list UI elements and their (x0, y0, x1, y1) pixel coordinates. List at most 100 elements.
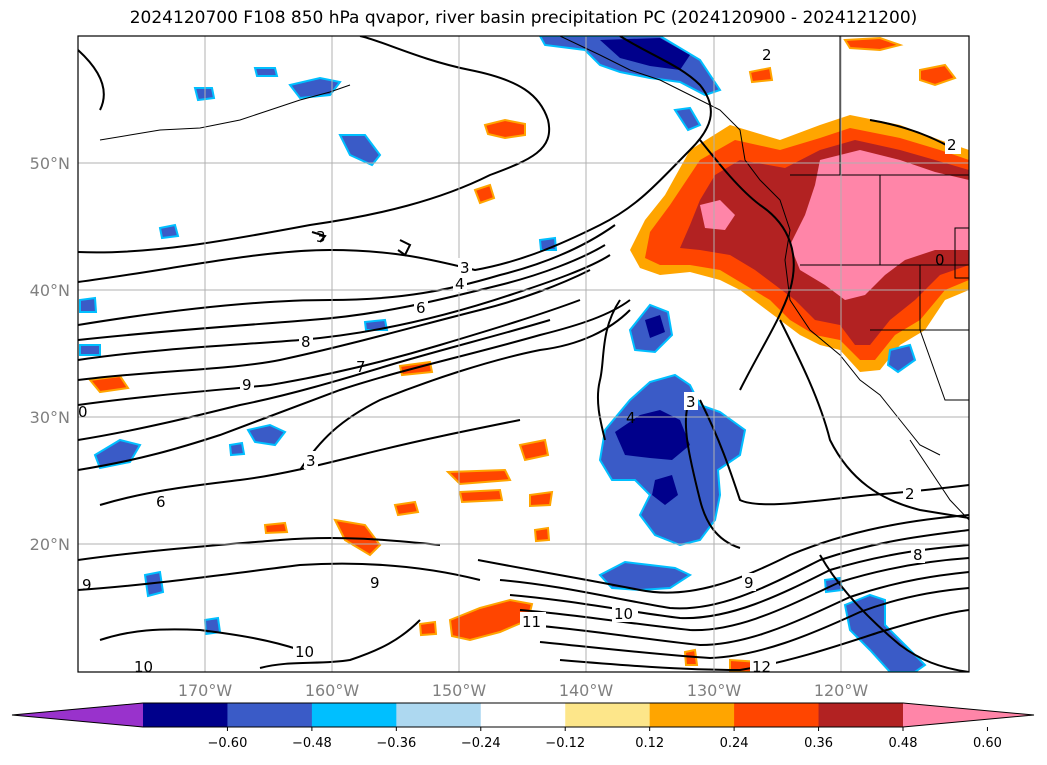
contour-line (499, 529, 969, 610)
map-title: 2024120700 F108 850 hPa qvapor, river ba… (129, 8, 918, 28)
colorbar-segment (480, 703, 566, 727)
colorbar-tick-label: −0.60 (208, 736, 248, 751)
precip-negative-core (645, 315, 665, 338)
colorbar-segment (143, 703, 228, 727)
contour-line (78, 299, 631, 471)
colorbar-tick-label: −0.48 (292, 736, 332, 751)
contour-label: 9 (370, 574, 380, 592)
lon-label: 170°W (178, 681, 233, 700)
contour-line (819, 554, 969, 672)
map-content: 2 2 3 3 4 6 8 7 9 0 3 6 3 2 4 8 (78, 36, 969, 676)
lat-label: 20°N (30, 535, 70, 554)
contour-label: 9 (744, 574, 754, 592)
lon-label: 160°W (305, 681, 360, 700)
contour-label: 3 (306, 452, 316, 470)
precip-positive-patch (919, 63, 957, 87)
contour-line (299, 309, 631, 471)
contour-line (78, 254, 611, 361)
contour-label: 11 (522, 613, 541, 631)
contour-line (78, 269, 591, 381)
contour-line (78, 536, 441, 561)
colorbar-tick-label: −0.24 (461, 736, 501, 751)
colorbar-tick-label: 0.48 (889, 736, 918, 751)
colorbar-tick-label: 0.24 (720, 736, 749, 751)
precip-negative-region (673, 106, 702, 132)
contour-line (78, 49, 105, 111)
coastline-baja (909, 439, 969, 521)
precip-negative-region (79, 344, 101, 356)
contour-line (259, 619, 421, 669)
contour-line (477, 514, 969, 594)
contour-label: 10 (614, 605, 633, 623)
colorbar-tick-label: 0.60 (973, 736, 1002, 751)
contour-label: 2 (905, 485, 915, 503)
lat-label: 50°N (30, 154, 70, 173)
lat-label: 30°N (30, 408, 70, 427)
lon-label: 120°W (814, 681, 869, 700)
colorbar-outline (11, 702, 1035, 728)
contour-line (311, 231, 327, 243)
colorbar-segment (311, 703, 397, 727)
precip-positive-patch (483, 118, 526, 140)
contour-label: 9 (82, 576, 92, 594)
lat-label: 40°N (30, 281, 70, 300)
contour-label: 3 (460, 259, 470, 277)
colorbar-tick-label: 0.12 (635, 736, 664, 751)
precip-positive-patch (748, 66, 774, 84)
precip-positive-patch (843, 36, 904, 52)
precip-negative-region (253, 67, 279, 77)
contour-label: 12 (752, 658, 771, 676)
colorbar-segment (565, 703, 651, 727)
colorbar-segment (734, 703, 820, 727)
contour-line (78, 299, 581, 406)
contour-line (78, 244, 606, 341)
colorbar: −0.60 −0.48 −0.36 −0.24 −0.12 0.12 0.24 0.36 0.4… (11, 702, 1035, 751)
precip-positive-patch (445, 468, 512, 486)
contour-label: 10 (134, 658, 153, 676)
precip-negative-region (158, 223, 180, 240)
contour-label: 2 (762, 46, 772, 64)
state-border (870, 329, 969, 401)
colorbar-extend-min (12, 703, 143, 727)
contour-line (78, 562, 481, 591)
precip-negative-region (228, 441, 246, 457)
colorbar-segment (818, 703, 904, 727)
precip-negative-core (615, 410, 690, 460)
precip-positive-patch (418, 620, 438, 637)
precip-positive-patch (533, 526, 551, 543)
colorbar-segment (396, 703, 482, 727)
contour-label: 0 (935, 251, 945, 269)
precip-positive-patch (458, 488, 504, 504)
contour-line (519, 557, 969, 632)
precip-negative-region (598, 560, 693, 592)
lon-label: 130°W (687, 681, 742, 700)
contour-label: 3 (316, 228, 326, 246)
contour-line (99, 628, 301, 651)
precip-positive-patch (473, 183, 496, 205)
colorbar-segment (227, 703, 313, 727)
contour-line (596, 299, 621, 441)
contour-label: 6 (156, 493, 166, 511)
precip-negative-region (886, 343, 917, 374)
precip-negative-region (246, 423, 287, 447)
contour-line (559, 609, 969, 672)
precip-negative-region (79, 296, 98, 313)
coastlines (99, 36, 969, 521)
precip-positive-patch (529, 490, 554, 508)
contour-line (699, 139, 795, 391)
contour-label: 0 (78, 403, 88, 421)
contour-label: 9 (242, 376, 252, 394)
colorbar-tick-label: 0.36 (804, 736, 833, 751)
contour-label: 4 (455, 275, 465, 293)
contour-line (78, 36, 712, 283)
lon-label: 150°W (432, 681, 487, 700)
colorbar-tick-label: −0.36 (376, 736, 416, 751)
colorbar-extend-max (903, 703, 1034, 727)
coastline-aleutians (99, 84, 351, 141)
precip-positive-region (700, 200, 735, 230)
precip-positive-patch (518, 438, 550, 462)
map-frame (77, 35, 970, 673)
coastline-north-america (559, 36, 941, 456)
graticule (78, 36, 969, 672)
